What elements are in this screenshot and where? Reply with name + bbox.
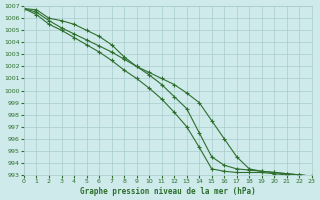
X-axis label: Graphe pression niveau de la mer (hPa): Graphe pression niveau de la mer (hPa): [80, 187, 256, 196]
